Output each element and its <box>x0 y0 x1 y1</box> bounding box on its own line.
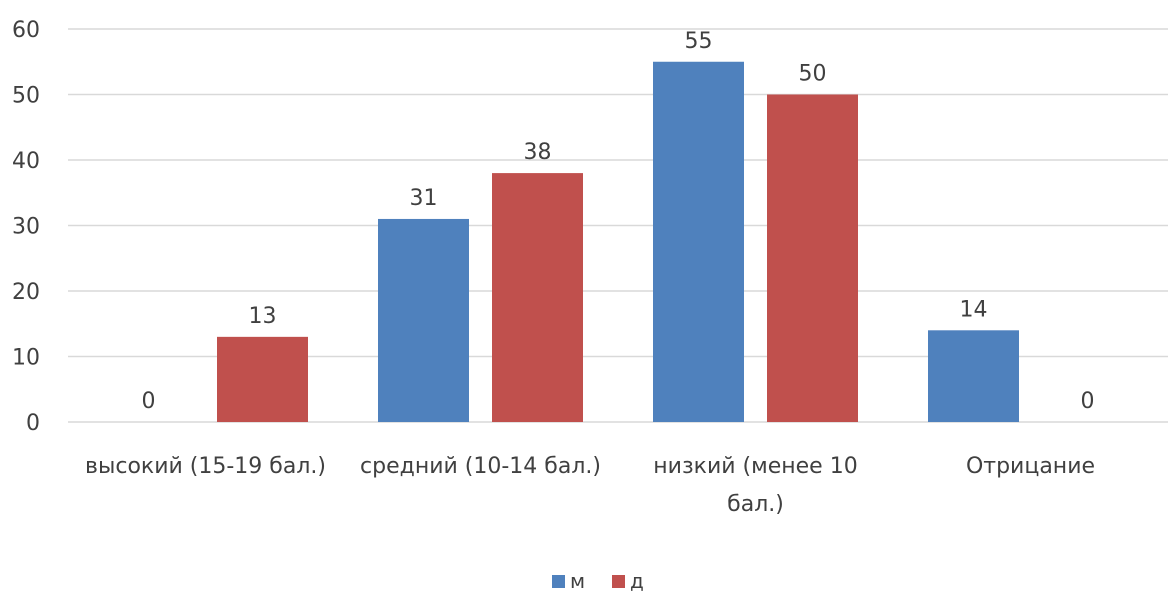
bars <box>217 61 1019 422</box>
y-tick-label: 40 <box>12 149 40 174</box>
bar-м-2 <box>378 218 469 422</box>
y-axis: 0 10 20 30 40 50 60 <box>12 18 40 436</box>
y-tick-label: 20 <box>12 280 40 305</box>
y-tick-label: 30 <box>12 215 40 240</box>
bar-м-4 <box>928 330 1019 422</box>
legend-swatch-д <box>612 575 625 588</box>
data-label: 14 <box>960 297 988 322</box>
bar-м-3 <box>653 61 744 422</box>
data-label: 50 <box>799 62 827 87</box>
data-label: 0 <box>142 389 156 414</box>
y-tick-label: 10 <box>12 346 40 371</box>
data-label: 55 <box>685 29 713 54</box>
legend-swatch-м <box>552 575 565 588</box>
y-tick-label: 60 <box>12 18 40 43</box>
data-labels: 0 31 55 14 13 38 50 0 <box>142 29 1095 414</box>
y-tick-label: 50 <box>12 84 40 109</box>
data-label: 0 <box>1081 389 1095 414</box>
x-tick-label: бал.) <box>727 492 784 517</box>
y-tick-label: 0 <box>26 411 40 436</box>
bar-д-2 <box>492 173 583 422</box>
legend-label: м <box>570 569 585 593</box>
data-label: 13 <box>249 304 277 329</box>
x-tick-label: высокий (15-19 бал.) <box>85 454 326 479</box>
bar-д-1 <box>217 336 308 422</box>
x-tick-label: средний (10-14 бал.) <box>360 454 601 479</box>
bar-д-3 <box>767 94 858 422</box>
x-tick-label: низкий (менее 10 <box>653 454 857 479</box>
legend-label: д <box>630 569 644 593</box>
data-label: 38 <box>524 140 552 165</box>
x-tick-label: Отрицание <box>966 454 1095 479</box>
data-label: 31 <box>410 186 438 211</box>
x-axis: высокий (15-19 бал.) средний (10-14 бал.)… <box>85 454 1095 517</box>
